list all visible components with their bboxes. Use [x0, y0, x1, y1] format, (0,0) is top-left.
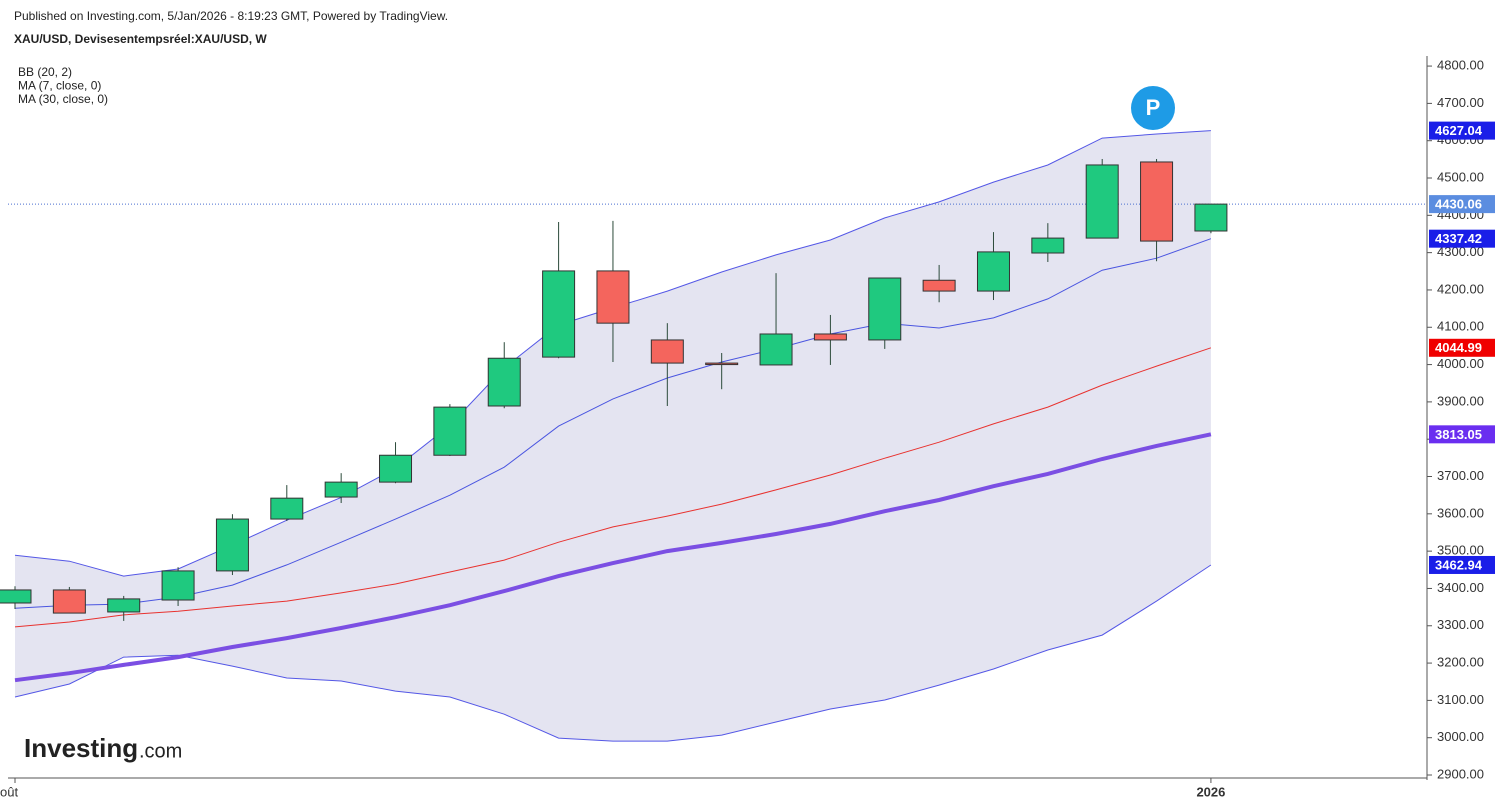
y-tick-label: 3400.00: [1437, 580, 1484, 595]
candle-body: [0, 589, 32, 604]
candle-body: [650, 339, 684, 364]
chart-title: XAU/USD, Devisesentempsréel:XAU/USD, W: [14, 32, 267, 46]
value-tag-label: 4430.06: [1435, 197, 1482, 212]
watermark-suffix: .com: [139, 740, 182, 762]
candle-body: [324, 481, 358, 498]
watermark-brand: Investing: [24, 733, 138, 763]
y-tick-label: 4100.00: [1437, 319, 1484, 334]
candle-body: [107, 598, 141, 613]
candle-body: [1031, 237, 1065, 254]
y-tick-label: 4800.00: [1437, 58, 1484, 73]
candle-body: [379, 454, 413, 483]
legend-entry: MA (30, close, 0): [18, 92, 108, 106]
value-tag: [1429, 195, 1495, 214]
y-tick-label: 3600.00: [1437, 505, 1484, 520]
value-tag: [1429, 555, 1495, 574]
y-tick-label: 3900.00: [1437, 393, 1484, 408]
legend-entry: MA (7, close, 0): [18, 79, 101, 93]
y-tick-label: 3000.00: [1437, 729, 1484, 744]
candle-body: [161, 570, 195, 601]
band-fill: [15, 130, 1211, 742]
candle-body: [1085, 164, 1119, 239]
y-tick-label: 3200.00: [1437, 655, 1484, 670]
candle-body: [52, 589, 86, 614]
candle-body: [1194, 203, 1228, 232]
y-tick-label: 3500.00: [1437, 543, 1484, 558]
y-tick-label: 4500.00: [1437, 169, 1484, 184]
candle-body: [813, 333, 847, 341]
bb-basis-line: [14, 347, 1212, 628]
candle-body: [705, 362, 739, 366]
candle-body: [487, 357, 521, 407]
candle-body: [759, 333, 793, 366]
y-tick-label: 3300.00: [1437, 617, 1484, 632]
marker-badge: [1131, 86, 1175, 130]
ma30-line: [14, 432, 1212, 683]
value-tag: [1429, 338, 1495, 357]
y-tick-label: 3700.00: [1437, 468, 1484, 483]
ma7-line: [14, 238, 1212, 609]
y-tick-label: 4200.00: [1437, 281, 1484, 296]
value-tag-label: 4627.04: [1435, 123, 1483, 138]
candle-body: [596, 270, 630, 324]
value-tag-label: 4044.99: [1435, 340, 1482, 355]
y-tick-label: 4300.00: [1437, 244, 1484, 259]
candle-body: [922, 279, 956, 292]
y-tick-label: 3100.00: [1437, 692, 1484, 707]
legend-entry: BB (20, 2): [18, 65, 72, 79]
candle-body: [1140, 161, 1174, 242]
candle-body: [868, 277, 902, 341]
y-tick-label: 2900.00: [1437, 766, 1484, 781]
value-tag: [1429, 229, 1495, 248]
value-tag-label: 4337.42: [1435, 231, 1482, 246]
value-tag: [1429, 121, 1495, 140]
candle-body: [270, 497, 304, 520]
candle-body: [976, 251, 1010, 292]
value-tag-label: 3462.94: [1435, 557, 1483, 572]
x-tick-label: oût: [0, 784, 18, 799]
candle-body: [433, 406, 467, 456]
subtitle: Published on Investing.com, 5/Jan/2026 -…: [14, 9, 448, 23]
value-tag: [1429, 425, 1495, 444]
value-tag-label: 3813.05: [1435, 427, 1482, 442]
bb-lower-line: [14, 564, 1212, 742]
y-tick-label: 4000.00: [1437, 356, 1484, 371]
watermark: Investing .com: [24, 733, 182, 763]
candle-body: [542, 270, 576, 358]
y-tick-label: 4700.00: [1437, 95, 1484, 110]
x-tick-label: 2026: [1196, 784, 1225, 799]
candle-body: [215, 518, 249, 572]
marker-label: P: [1146, 95, 1161, 120]
